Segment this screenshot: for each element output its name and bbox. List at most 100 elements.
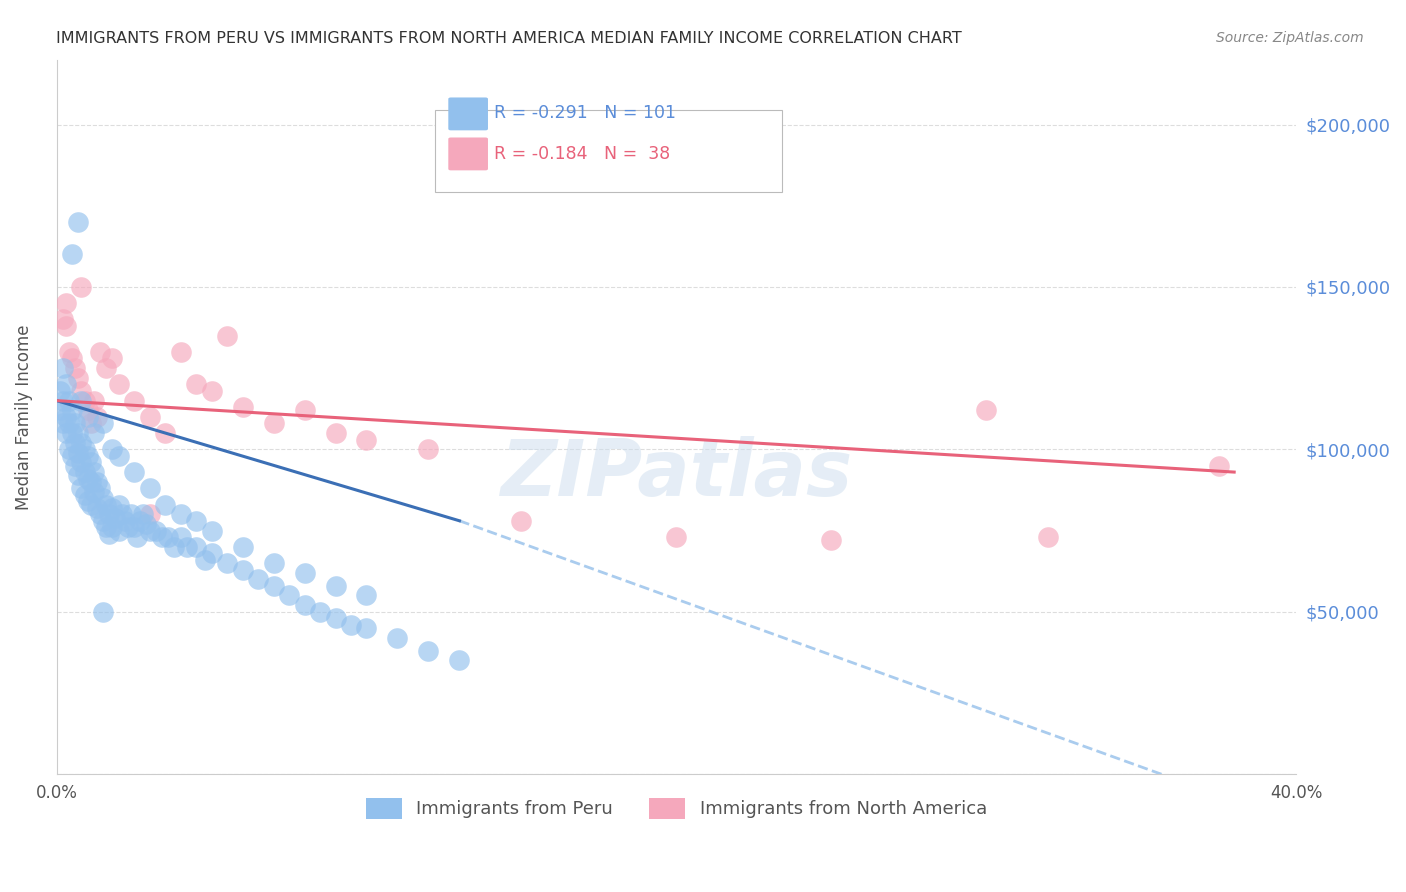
Point — [169, 345, 191, 359]
Point — [101, 500, 124, 515]
Point — [73, 442, 96, 457]
Point — [163, 540, 186, 554]
Point — [232, 562, 254, 576]
Point — [67, 426, 90, 441]
Point — [122, 393, 145, 408]
Point — [80, 455, 103, 469]
Point — [63, 458, 86, 473]
Point — [418, 442, 440, 457]
Point — [974, 403, 997, 417]
Point — [52, 417, 75, 431]
Point — [73, 465, 96, 479]
Point — [58, 417, 80, 431]
Point — [263, 579, 285, 593]
Point — [55, 318, 77, 333]
Point — [200, 384, 222, 398]
Point — [91, 605, 114, 619]
Point — [60, 449, 83, 463]
Point — [263, 417, 285, 431]
Point — [70, 384, 93, 398]
Point — [263, 556, 285, 570]
Point — [86, 475, 108, 489]
Text: R = -0.291   N = 101: R = -0.291 N = 101 — [494, 104, 676, 122]
Point — [309, 605, 332, 619]
Point — [325, 426, 347, 441]
Point — [184, 514, 207, 528]
Point — [83, 393, 105, 408]
Point — [67, 215, 90, 229]
Point — [169, 508, 191, 522]
Point — [122, 520, 145, 534]
Point — [135, 516, 157, 531]
Point — [107, 524, 129, 538]
Point — [89, 481, 111, 495]
Point — [127, 530, 149, 544]
Point — [104, 510, 127, 524]
Point — [55, 296, 77, 310]
Point — [153, 426, 176, 441]
Point — [215, 328, 238, 343]
Point — [138, 409, 160, 424]
Point — [356, 621, 378, 635]
Point — [138, 524, 160, 538]
Point — [101, 442, 124, 457]
Point — [247, 572, 270, 586]
Point — [89, 508, 111, 522]
Point — [70, 455, 93, 469]
Point — [70, 435, 93, 450]
Point — [55, 426, 77, 441]
Point — [91, 417, 114, 431]
Point — [67, 445, 90, 459]
Point — [294, 599, 316, 613]
Point — [356, 433, 378, 447]
Point — [157, 530, 180, 544]
FancyBboxPatch shape — [434, 110, 782, 192]
FancyBboxPatch shape — [449, 137, 488, 170]
Point — [89, 345, 111, 359]
Point — [510, 514, 533, 528]
Point — [184, 377, 207, 392]
Point — [48, 384, 70, 398]
Point — [294, 566, 316, 580]
Point — [60, 351, 83, 366]
Point — [67, 468, 90, 483]
Point — [70, 280, 93, 294]
Point — [120, 508, 142, 522]
Point — [294, 403, 316, 417]
Point — [153, 498, 176, 512]
Point — [96, 520, 118, 534]
Text: IMMIGRANTS FROM PERU VS IMMIGRANTS FROM NORTH AMERICA MEDIAN FAMILY INCOME CORRE: IMMIGRANTS FROM PERU VS IMMIGRANTS FROM … — [56, 31, 962, 46]
Point — [117, 520, 139, 534]
Point — [91, 514, 114, 528]
Point — [70, 481, 93, 495]
Point — [325, 579, 347, 593]
Y-axis label: Median Family Income: Median Family Income — [15, 324, 32, 509]
Point — [176, 540, 198, 554]
Point — [83, 426, 105, 441]
Point — [52, 312, 75, 326]
Point — [129, 514, 152, 528]
Point — [73, 488, 96, 502]
Point — [58, 345, 80, 359]
Point — [194, 553, 217, 567]
Point — [325, 611, 347, 625]
Point — [169, 530, 191, 544]
Point — [63, 417, 86, 431]
Point — [48, 403, 70, 417]
Point — [215, 556, 238, 570]
Point — [76, 403, 98, 417]
Point — [76, 449, 98, 463]
Point — [76, 409, 98, 424]
Point — [122, 465, 145, 479]
Point — [58, 442, 80, 457]
Point — [55, 409, 77, 424]
Point — [96, 361, 118, 376]
Point — [232, 540, 254, 554]
Point — [200, 546, 222, 560]
Point — [340, 617, 363, 632]
Point — [820, 533, 842, 548]
Point — [449, 653, 471, 667]
Point — [184, 540, 207, 554]
Point — [91, 491, 114, 505]
Point — [101, 520, 124, 534]
